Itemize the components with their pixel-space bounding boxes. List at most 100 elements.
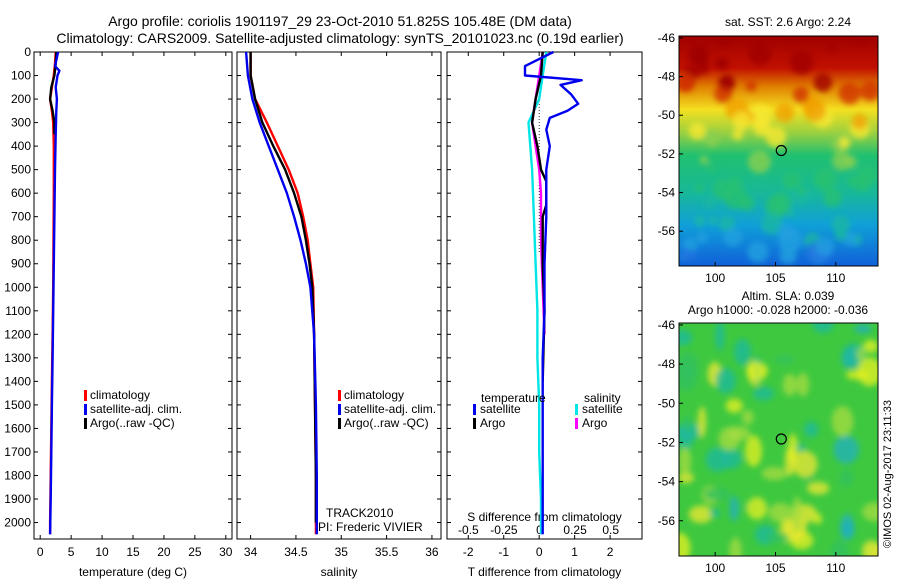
sla-texture-blob: [746, 497, 767, 520]
sla-texture-blob: [725, 398, 743, 413]
y-tick-label: 400: [11, 139, 31, 153]
sla-texture-blob: [768, 503, 793, 523]
sst-texture-blob: [718, 36, 730, 47]
sst-texture-blob: [732, 129, 744, 140]
sla-texture-blob: [861, 540, 878, 556]
sla-map-frame: [678, 322, 879, 557]
difference-series-argo-temperature: [530, 51, 548, 382]
map-x-tick-label: 105: [765, 561, 785, 575]
sst-texture-blob: [823, 188, 842, 207]
map-x-tick-label: 110: [826, 271, 845, 285]
sla-texture-blob: [734, 339, 751, 365]
sla-texture-blob: [697, 406, 707, 439]
y-tick-label: 1000: [4, 280, 31, 294]
sla-texture-blob: [807, 481, 830, 495]
x-tick-label: 5: [68, 545, 75, 559]
sla-texture-blob: [746, 361, 769, 380]
map-y-tick-label: -52: [658, 435, 676, 449]
y-tick-label: 1600: [4, 421, 31, 435]
sla-texture: [679, 323, 878, 556]
sla-texture-blob: [679, 533, 691, 556]
legend-swatch: [338, 404, 341, 415]
sla-texture-blob: [856, 347, 865, 361]
legend-label: satellite: [480, 402, 521, 416]
sst-texture-blob: [814, 169, 831, 187]
map-y-tick-label: -56: [658, 514, 676, 528]
sst-texture-blob: [745, 80, 757, 92]
sla-texture-blob: [857, 357, 878, 387]
sst-texture-blob: [786, 36, 795, 44]
sst-texture-blob: [688, 122, 706, 140]
sla-texture-blob: [840, 513, 855, 538]
sla-texture-blob: [787, 433, 798, 464]
x-tick-label: 0: [37, 545, 44, 559]
legend-label: climatology: [90, 388, 150, 402]
x-tick-label: -2: [463, 545, 474, 559]
sla-texture-blob: [761, 466, 788, 481]
y-tick-label: 700: [11, 210, 31, 224]
x-tick-label: 10: [95, 545, 109, 559]
sst-texture: [679, 36, 878, 265]
sla-texture-blob: [729, 537, 742, 556]
sst-texture-blob: [748, 42, 772, 66]
top-x-tick-label: 0.25: [563, 523, 587, 537]
sst-texture-blob: [779, 247, 797, 265]
sst-texture-blob: [727, 176, 743, 192]
y-tick-label: 100: [11, 69, 31, 83]
sst-texture-blob: [719, 74, 735, 89]
y-tick-label: 600: [11, 186, 31, 200]
temperature-panel: 0100200300400500600700800900100011001200…: [4, 45, 233, 579]
sla-texture-blob: [741, 409, 754, 425]
legend-title-temperature: temperature: [481, 391, 546, 405]
temperature-series-satellite-adj-clim-: [48, 51, 61, 535]
legend-label: Argo(..raw -QC): [90, 416, 175, 430]
top-x-tick-label: -0.25: [490, 523, 518, 537]
sla-texture-blob: [766, 532, 790, 544]
sst-texture-blob: [695, 183, 704, 193]
x-tick-label: -1: [498, 545, 509, 559]
sst-texture-blob: [786, 208, 796, 218]
sla-texture-blob: [715, 323, 725, 351]
sla-texture-blob: [709, 508, 721, 518]
sla-texture-blob: [839, 468, 854, 487]
sst-texture-blob: [679, 72, 696, 93]
sla-texture-blob: [812, 323, 834, 334]
y-tick-label: 1400: [4, 374, 31, 388]
legend-swatch: [84, 390, 87, 401]
sla-texture-blob: [679, 362, 698, 392]
sst-texture-blob: [714, 84, 733, 103]
sla-texture-blob: [830, 539, 850, 556]
sla-texture-blob: [833, 435, 859, 464]
sst-texture-blob: [853, 36, 872, 46]
sst-texture-blob: [769, 192, 792, 214]
legend-label: climatology: [344, 388, 404, 402]
y-tick-label: 0: [24, 45, 31, 59]
sst-texture-blob: [777, 223, 795, 241]
sst-texture-blob: [723, 227, 743, 247]
y-tick-label: 300: [11, 116, 31, 130]
legend-swatch: [473, 418, 476, 429]
sla-texture-blob: [831, 406, 854, 437]
sst-texture-blob: [860, 80, 878, 101]
x-tick-label: 0: [536, 545, 543, 559]
sla-texture-blob: [775, 355, 795, 364]
sst-texture-blob: [694, 215, 706, 227]
difference-top-xlabel: S difference from climatology: [467, 510, 622, 524]
sst-texture-blob: [747, 241, 769, 263]
sla-texture-blob: [705, 447, 730, 472]
sla-texture-blob: [727, 426, 751, 441]
sst-texture-blob: [789, 50, 814, 75]
sst-argo-marker: [775, 144, 787, 157]
legend-label: satellite: [582, 402, 623, 416]
map-y-tick-label: -52: [658, 147, 676, 161]
sst-texture-blob: [703, 195, 716, 208]
sst-texture-blob: [834, 229, 847, 242]
y-tick-label: 1900: [4, 492, 31, 506]
y-tick-label: 900: [11, 257, 31, 271]
y-tick-label: 800: [11, 233, 31, 247]
difference-series-satellite-salinity: [527, 51, 548, 535]
x-tick-label: 36: [425, 545, 439, 559]
sst-texture-blob: [748, 104, 772, 128]
